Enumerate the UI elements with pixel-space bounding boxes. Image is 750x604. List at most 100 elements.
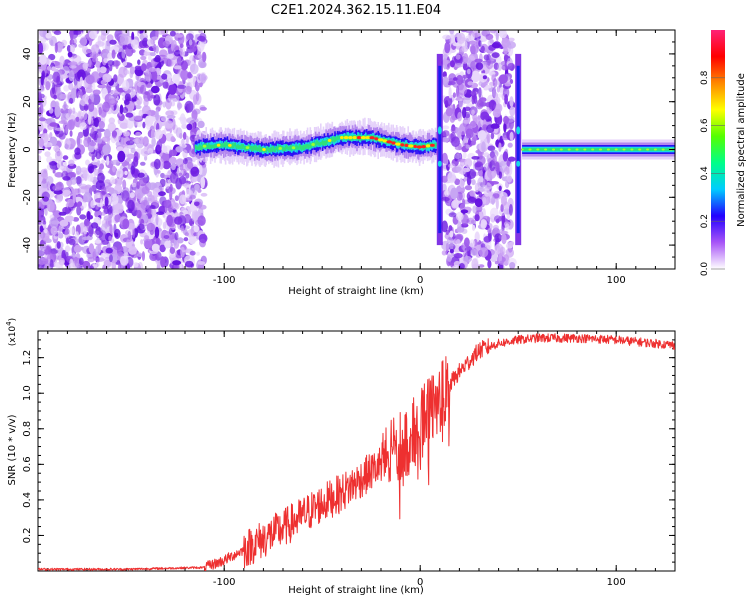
noise-blob xyxy=(469,190,476,197)
noise-blob xyxy=(193,225,200,233)
noise-blob xyxy=(69,64,77,69)
noise-blob xyxy=(199,32,207,43)
ridge-cell xyxy=(256,147,259,152)
noise-blob xyxy=(54,172,64,178)
noise-blob xyxy=(153,94,161,106)
noise-blob xyxy=(450,187,458,200)
noise-blob xyxy=(100,198,103,209)
noise-blob xyxy=(51,66,56,72)
noise-blob xyxy=(503,47,509,55)
noise-blob xyxy=(478,87,482,99)
ridge-peak xyxy=(544,148,548,151)
x-tick-label: 0 xyxy=(417,275,423,286)
noise-blob xyxy=(69,118,76,130)
ridge-cell xyxy=(197,146,199,150)
ridge-cell xyxy=(391,138,394,144)
ridge-cell xyxy=(281,146,283,150)
ridge-peak xyxy=(340,136,344,140)
ridge-peak xyxy=(528,148,532,151)
noise-blob xyxy=(178,116,187,121)
noise-blob xyxy=(506,41,516,49)
ridge-cell xyxy=(254,146,257,151)
noise-blob xyxy=(122,61,128,66)
ridge-cell xyxy=(241,144,244,149)
noise-blob xyxy=(442,76,449,87)
noise-blob xyxy=(109,45,120,53)
noise-blob xyxy=(87,163,95,174)
noise-blob xyxy=(500,203,504,213)
y-tick-label: 0 xyxy=(22,146,33,152)
noise-blob xyxy=(164,120,174,129)
noise-blob xyxy=(42,258,48,265)
noise-blob xyxy=(449,249,454,254)
noise-blob xyxy=(185,85,192,95)
noise-blob xyxy=(477,176,486,189)
noise-blob xyxy=(492,224,499,230)
noise-blob xyxy=(149,229,154,236)
ridge-cell xyxy=(317,141,319,146)
ridge-peak xyxy=(382,139,388,143)
ridge-cell xyxy=(239,145,242,150)
noise-blob xyxy=(465,144,470,149)
noise-blob xyxy=(93,117,100,128)
noise-blob xyxy=(39,38,47,43)
noise-blob xyxy=(174,34,183,38)
noise-blob xyxy=(167,94,177,99)
noise-blob xyxy=(68,159,75,167)
noise-blob xyxy=(441,183,447,193)
noise-blob xyxy=(128,246,138,255)
noise-blob xyxy=(443,96,453,107)
noise-blob xyxy=(200,176,206,189)
noise-blob xyxy=(47,74,54,80)
noise-blob xyxy=(62,187,71,198)
ridge-cell xyxy=(272,145,274,150)
ridge-cell xyxy=(269,147,272,152)
noise-blob xyxy=(448,163,456,169)
noise-blob xyxy=(114,214,121,223)
ridge-cell xyxy=(200,145,202,151)
ridge-peak xyxy=(583,148,587,151)
ridge-cell xyxy=(232,144,235,149)
noise-blob xyxy=(58,120,68,125)
noise-blob xyxy=(504,81,512,87)
noise-blob xyxy=(79,76,83,86)
noise-blob xyxy=(108,235,112,242)
noise-blob xyxy=(196,251,200,256)
noise-blob xyxy=(472,136,478,140)
vertical-streak-core xyxy=(438,65,442,234)
ridge-cell xyxy=(242,144,244,147)
noise-blob xyxy=(181,123,188,129)
noise-blob xyxy=(48,126,53,131)
noise-blob xyxy=(137,172,145,178)
y-tick-label: 0.4 xyxy=(22,492,33,508)
noise-blob xyxy=(492,154,497,166)
noise-blob xyxy=(125,140,135,146)
ridge-cell xyxy=(295,144,297,149)
ridge-peak xyxy=(653,148,657,151)
ridge-peak xyxy=(356,136,362,140)
noise-blob xyxy=(95,257,105,262)
noise-blob xyxy=(82,62,89,69)
noise-blob xyxy=(507,142,513,148)
ridge-peak xyxy=(311,143,315,146)
ridge-cell xyxy=(273,147,275,152)
noise-blob xyxy=(198,30,203,34)
ridge-cell xyxy=(416,143,418,147)
ridge-cell xyxy=(283,147,285,152)
noise-blob xyxy=(462,255,472,263)
ridge-cell xyxy=(235,145,237,149)
noise-blob xyxy=(44,151,51,158)
ridge-cell xyxy=(332,136,334,141)
noise-blob xyxy=(507,156,516,162)
noise-blob xyxy=(115,168,124,178)
noise-blob xyxy=(49,132,53,139)
ridge-cell xyxy=(310,144,312,149)
noise-blob xyxy=(163,235,170,239)
noise-blob xyxy=(92,89,101,95)
ridge-peak xyxy=(216,143,221,147)
noise-blob xyxy=(456,32,466,44)
noise-blob xyxy=(91,81,96,93)
y-tick-label: 1.2 xyxy=(22,350,33,366)
noise-blob xyxy=(186,123,193,131)
noise-blob xyxy=(69,258,74,268)
